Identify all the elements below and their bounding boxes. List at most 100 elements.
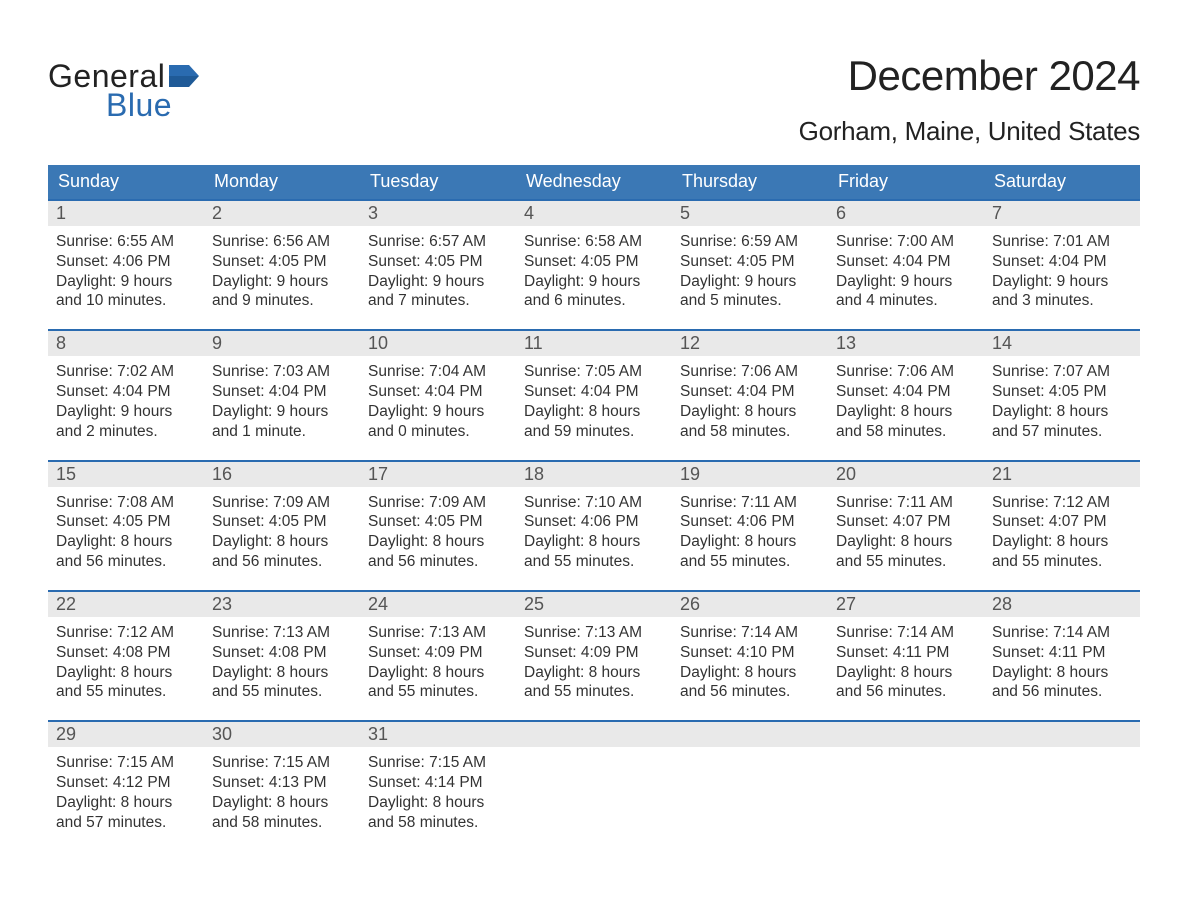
daylight-line2: and 56 minutes. xyxy=(836,682,976,702)
day-number: 27 xyxy=(828,592,984,617)
daylight-line1: Daylight: 8 hours xyxy=(212,663,352,683)
day-cell: Sunrise: 7:14 AMSunset: 4:11 PMDaylight:… xyxy=(828,617,984,706)
sunrise-text: Sunrise: 6:58 AM xyxy=(524,232,664,252)
day-number: 25 xyxy=(516,592,672,617)
daylight-line2: and 55 minutes. xyxy=(836,552,976,572)
daylight-line2: and 55 minutes. xyxy=(524,682,664,702)
day-cell: Sunrise: 7:06 AMSunset: 4:04 PMDaylight:… xyxy=(828,356,984,445)
sunrise-text: Sunrise: 7:11 AM xyxy=(680,493,820,513)
sunset-text: Sunset: 4:08 PM xyxy=(56,643,196,663)
daylight-line1: Daylight: 9 hours xyxy=(524,272,664,292)
day-number: 29 xyxy=(48,722,204,747)
day-cell: Sunrise: 6:58 AMSunset: 4:05 PMDaylight:… xyxy=(516,226,672,315)
day-number: 2 xyxy=(204,201,360,226)
day-cell: Sunrise: 7:02 AMSunset: 4:04 PMDaylight:… xyxy=(48,356,204,445)
daylight-line1: Daylight: 8 hours xyxy=(680,402,820,422)
day-number: 7 xyxy=(984,201,1140,226)
sunrise-text: Sunrise: 7:03 AM xyxy=(212,362,352,382)
sunset-text: Sunset: 4:04 PM xyxy=(212,382,352,402)
title-block: December 2024 Gorham, Maine, United Stat… xyxy=(799,40,1140,147)
day-number: 14 xyxy=(984,331,1140,356)
sunset-text: Sunset: 4:12 PM xyxy=(56,773,196,793)
sunrise-text: Sunrise: 7:07 AM xyxy=(992,362,1132,382)
location-subtitle: Gorham, Maine, United States xyxy=(799,116,1140,147)
sunrise-text: Sunrise: 7:01 AM xyxy=(992,232,1132,252)
week-row: 22232425262728Sunrise: 7:12 AMSunset: 4:… xyxy=(48,590,1140,706)
daylight-line1: Daylight: 8 hours xyxy=(56,663,196,683)
day-cell: Sunrise: 7:09 AMSunset: 4:05 PMDaylight:… xyxy=(360,487,516,576)
header-row: General Blue December 2024 Gorham, Maine… xyxy=(48,40,1140,147)
sunset-text: Sunset: 4:04 PM xyxy=(524,382,664,402)
day-cell: Sunrise: 7:00 AMSunset: 4:04 PMDaylight:… xyxy=(828,226,984,315)
day-number: 6 xyxy=(828,201,984,226)
daylight-line1: Daylight: 9 hours xyxy=(992,272,1132,292)
day-cell: Sunrise: 7:03 AMSunset: 4:04 PMDaylight:… xyxy=(204,356,360,445)
day-cell: Sunrise: 7:11 AMSunset: 4:07 PMDaylight:… xyxy=(828,487,984,576)
sunrise-text: Sunrise: 7:08 AM xyxy=(56,493,196,513)
sunset-text: Sunset: 4:09 PM xyxy=(524,643,664,663)
day-number xyxy=(984,722,1140,747)
day-body-row: Sunrise: 7:08 AM Sunset: 4:05 PM Daylight:… xyxy=(48,487,1140,576)
daylight-line2: and 1 minute. xyxy=(212,422,352,442)
sunrise-text: Sunrise: 7:02 AM xyxy=(56,362,196,382)
daylight-line2: and 9 minutes. xyxy=(212,291,352,311)
daylight-line1: Daylight: 8 hours xyxy=(368,793,508,813)
daylight-line1: Daylight: 8 hours xyxy=(524,532,664,552)
day-cell: Sunrise: 7:11 AMSunset: 4:06 PMDaylight:… xyxy=(672,487,828,576)
sunset-text: Sunset: 4:08 PM xyxy=(212,643,352,663)
sunset-text: Sunset: 4:05 PM xyxy=(212,252,352,272)
daylight-line2: and 57 minutes. xyxy=(56,813,196,833)
day-number: 16 xyxy=(204,462,360,487)
calendar: Sunday Monday Tuesday Wednesday Thursday… xyxy=(48,165,1140,837)
daylight-line2: and 55 minutes. xyxy=(992,552,1132,572)
daylight-line2: and 2 minutes. xyxy=(56,422,196,442)
daylight-line1: Daylight: 8 hours xyxy=(524,663,664,683)
day-cell: Sunrise: 6:56 AMSunset: 4:05 PMDaylight:… xyxy=(204,226,360,315)
sunset-text: Sunset: 4:07 PM xyxy=(992,512,1132,532)
sunrise-text: Sunrise: 7:12 AM xyxy=(992,493,1132,513)
sunrise-text: Sunrise: 7:06 AM xyxy=(836,362,976,382)
day-number: 1 xyxy=(48,201,204,226)
day-number: 15 xyxy=(48,462,204,487)
daylight-line2: and 0 minutes. xyxy=(368,422,508,442)
sunset-text: Sunset: 4:05 PM xyxy=(368,512,508,532)
daylight-line1: Daylight: 8 hours xyxy=(368,663,508,683)
day-number: 12 xyxy=(672,331,828,356)
day-number-row: 15161718192021 xyxy=(48,462,1140,487)
daylight-line2: and 55 minutes. xyxy=(368,682,508,702)
sunrise-text: Sunrise: 7:15 AM xyxy=(56,753,196,773)
day-cell: Sunrise: 6:57 AMSunset: 4:05 PMDaylight:… xyxy=(360,226,516,315)
daylight-line1: Daylight: 8 hours xyxy=(212,793,352,813)
daylight-line2: and 56 minutes. xyxy=(56,552,196,572)
daylight-line2: and 58 minutes. xyxy=(212,813,352,833)
sunrise-text: Sunrise: 6:57 AM xyxy=(368,232,508,252)
day-cell: Sunrise: 7:12 AMSunset: 4:08 PMDaylight:… xyxy=(48,617,204,706)
day-cell: Sunrise: 6:59 AMSunset: 4:05 PMDaylight:… xyxy=(672,226,828,315)
week-row: 891011121314Sunrise: 7:02 AMSunset: 4:04… xyxy=(48,329,1140,445)
day-number: 22 xyxy=(48,592,204,617)
sunrise-text: Sunrise: 7:13 AM xyxy=(524,623,664,643)
day-label: Thursday xyxy=(672,165,828,199)
sunrise-text: Sunrise: 7:09 AM xyxy=(368,493,508,513)
daylight-line1: Daylight: 9 hours xyxy=(56,402,196,422)
sunset-text: Sunset: 4:14 PM xyxy=(368,773,508,793)
day-cell: Sunrise: 7:13 AMSunset: 4:09 PMDaylight:… xyxy=(360,617,516,706)
daylight-line1: Daylight: 8 hours xyxy=(992,532,1132,552)
day-number: 3 xyxy=(360,201,516,226)
sunrise-text: Sunrise: 6:56 AM xyxy=(212,232,352,252)
day-body-row: Sunrise: 6:55 AMSunset: 4:06 PMDaylight:… xyxy=(48,226,1140,315)
sunrise-text: Sunrise: 7:15 AM xyxy=(212,753,352,773)
sunset-text: Sunset: 4:04 PM xyxy=(992,252,1132,272)
day-number: 20 xyxy=(828,462,984,487)
sunrise-text: Sunrise: 7:06 AM xyxy=(680,362,820,382)
daylight-line2: and 56 minutes. xyxy=(992,682,1132,702)
day-cell: Sunrise: 7:15 AMSunset: 4:13 PMDaylight:… xyxy=(204,747,360,836)
day-number-row: 293031 xyxy=(48,722,1140,747)
day-cell xyxy=(672,747,828,836)
daylight-line2: and 4 minutes. xyxy=(836,291,976,311)
daylight-line2: and 56 minutes. xyxy=(212,552,352,572)
daylight-line2: and 10 minutes. xyxy=(56,291,196,311)
day-cell: Sunrise: 7:05 AMSunset: 4:04 PMDaylight:… xyxy=(516,356,672,445)
day-cell: Sunrise: 7:15 AMSunset: 4:14 PMDaylight:… xyxy=(360,747,516,836)
day-body-row: Sunrise: 7:02 AM Sunset: 4:04 PM Daylight:… xyxy=(48,356,1140,445)
